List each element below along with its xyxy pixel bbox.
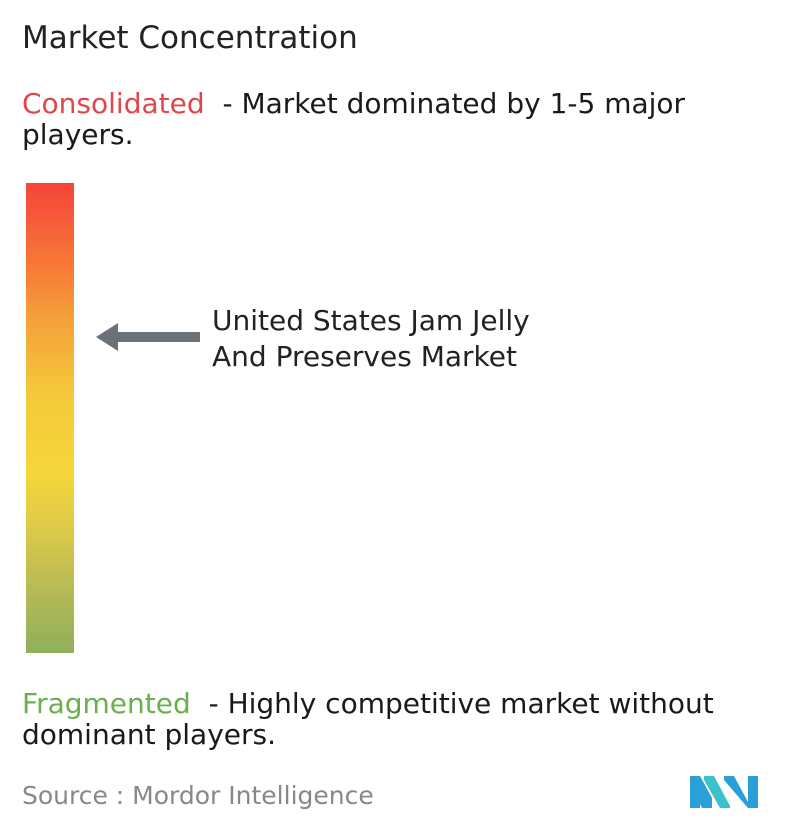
market-label-line2: And Preserves Market (212, 340, 517, 373)
page-title: Market Concentration (22, 20, 358, 56)
left-arrow-icon (96, 323, 200, 351)
fragmented-keyword: Fragmented (22, 687, 191, 720)
concentration-gradient-bar (26, 183, 74, 653)
consolidated-text: - Market dominated by 1-5 major players. (22, 87, 686, 151)
source-credit: Source : Mordor Intelligence (22, 781, 374, 810)
market-label-line1: United States Jam Jelly (212, 304, 530, 337)
fragmented-description: Fragmented - Highly competitive market w… (22, 688, 792, 750)
consolidated-keyword: Consolidated (22, 87, 205, 120)
fragmented-text: - Highly competitive market without domi… (22, 687, 714, 751)
market-label: United States Jam Jelly And Preserves Ma… (212, 303, 530, 375)
consolidated-description: Consolidated - Market dominated by 1-5 m… (22, 88, 792, 150)
mordor-intelligence-logo (690, 776, 758, 808)
